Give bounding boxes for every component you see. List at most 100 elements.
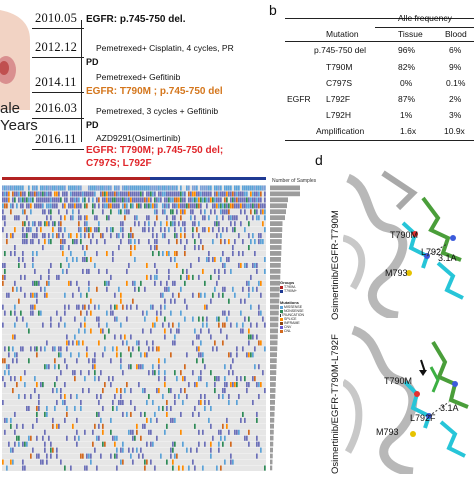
mutation-cell <box>28 185 30 190</box>
mutation-cell <box>64 197 66 202</box>
mutation-cell <box>146 215 148 220</box>
mutation-cell <box>220 257 222 262</box>
mutation-cell <box>50 203 52 208</box>
mutation-cell <box>122 197 124 202</box>
mutation-cell <box>156 316 158 321</box>
mutation-cell <box>158 388 160 393</box>
mutation-cell <box>264 322 266 327</box>
mutation-cell <box>24 465 26 470</box>
mutation-cell <box>162 394 164 399</box>
sample-count-bar <box>270 388 276 393</box>
mutation-cell <box>116 448 118 453</box>
mutation-cell <box>78 328 80 333</box>
mutation-cell <box>138 340 140 345</box>
mutation-cell <box>76 418 78 423</box>
mutation-cell <box>236 346 238 351</box>
mutation-cell <box>66 209 68 214</box>
mutation-cell <box>122 400 124 405</box>
mutation-cell <box>214 209 216 214</box>
mutation-cell <box>24 197 26 202</box>
mutation-cell <box>84 203 86 208</box>
sample-count-bar <box>270 257 281 262</box>
mutation-cell <box>168 269 170 274</box>
mutation-cell <box>174 299 176 304</box>
mutation-cell <box>228 394 230 399</box>
mutation-cell <box>58 352 60 357</box>
mutation-cell <box>216 197 218 202</box>
mutation-cell <box>84 376 86 381</box>
mutation-cell <box>98 412 100 417</box>
mutation-cell <box>74 191 76 196</box>
mutation-cell <box>22 316 24 321</box>
mutation-cell <box>170 406 172 411</box>
mutation-cell <box>196 448 198 453</box>
mutation-cell <box>256 454 258 459</box>
mutation-cell <box>74 334 76 339</box>
mutation-cell <box>36 251 38 256</box>
sample-count-bar <box>270 406 275 411</box>
mutation-cell <box>192 209 194 214</box>
sample-count-bar <box>270 442 273 447</box>
mutation-cell <box>144 388 146 393</box>
mutation-cell <box>42 245 44 250</box>
mutation-cell <box>256 191 258 196</box>
mutation-cell <box>150 203 152 208</box>
mutation-cell <box>14 197 16 202</box>
mutation-cell <box>142 364 144 369</box>
mutation-cell <box>116 465 118 470</box>
date-underline <box>32 57 84 58</box>
mutation-cell <box>20 275 22 280</box>
mutation-cell <box>72 185 74 190</box>
mutation-cell <box>124 334 126 339</box>
mutation-cell <box>18 436 20 441</box>
mutation-cell <box>46 197 48 202</box>
panel-letter-b: b <box>269 2 277 18</box>
mutation-cell <box>252 185 254 190</box>
mutation-cell <box>64 418 66 423</box>
mutation-cell <box>130 430 132 435</box>
mutation-cell <box>130 352 132 357</box>
mutation-cell <box>68 281 70 286</box>
table-cell-mutation: L792F <box>326 94 350 104</box>
mutation-cell <box>20 185 22 190</box>
mutation-cell <box>258 364 260 369</box>
mutation-cell <box>264 465 266 470</box>
mutation-cell <box>122 305 124 310</box>
mutation-cell <box>44 209 46 214</box>
sample-count-bar <box>270 215 285 220</box>
mutation-cell <box>224 287 226 292</box>
mutation-cell <box>218 185 220 190</box>
mutation-cell <box>10 311 12 316</box>
mutation-cell <box>182 400 184 405</box>
mutation-cell <box>96 227 98 232</box>
mutation-cell <box>236 203 238 208</box>
mutation-cell <box>232 287 234 292</box>
mutation-cell <box>160 293 162 298</box>
mutation-cell <box>84 191 86 196</box>
mutation-cell <box>54 406 56 411</box>
mutation-cell <box>122 185 124 190</box>
mutation-cell <box>74 316 76 321</box>
legend-label: T790M+ <box>284 289 297 293</box>
mutation-cell <box>44 185 46 190</box>
mutation-cell <box>154 191 156 196</box>
mutation-cell <box>112 203 114 208</box>
mutation-cell <box>90 191 92 196</box>
mutation-cell <box>50 448 52 453</box>
sample-count-bar <box>270 358 277 363</box>
mutation-cell <box>230 221 232 226</box>
mutation-cell <box>256 322 258 327</box>
mutation-cell <box>46 185 48 190</box>
mutation-cell <box>12 197 14 202</box>
mutation-cell <box>50 322 52 327</box>
mutation-cell <box>192 197 194 202</box>
mutation-cell <box>66 412 68 417</box>
mutation-cell <box>196 197 198 202</box>
mutation-cell <box>134 436 136 441</box>
mutation-cell <box>46 191 48 196</box>
mutation-cell <box>94 263 96 268</box>
mutation-cell <box>42 191 44 196</box>
mutation-cell <box>78 221 80 226</box>
mutation-cell <box>120 209 122 214</box>
mutation-cell <box>82 269 84 274</box>
